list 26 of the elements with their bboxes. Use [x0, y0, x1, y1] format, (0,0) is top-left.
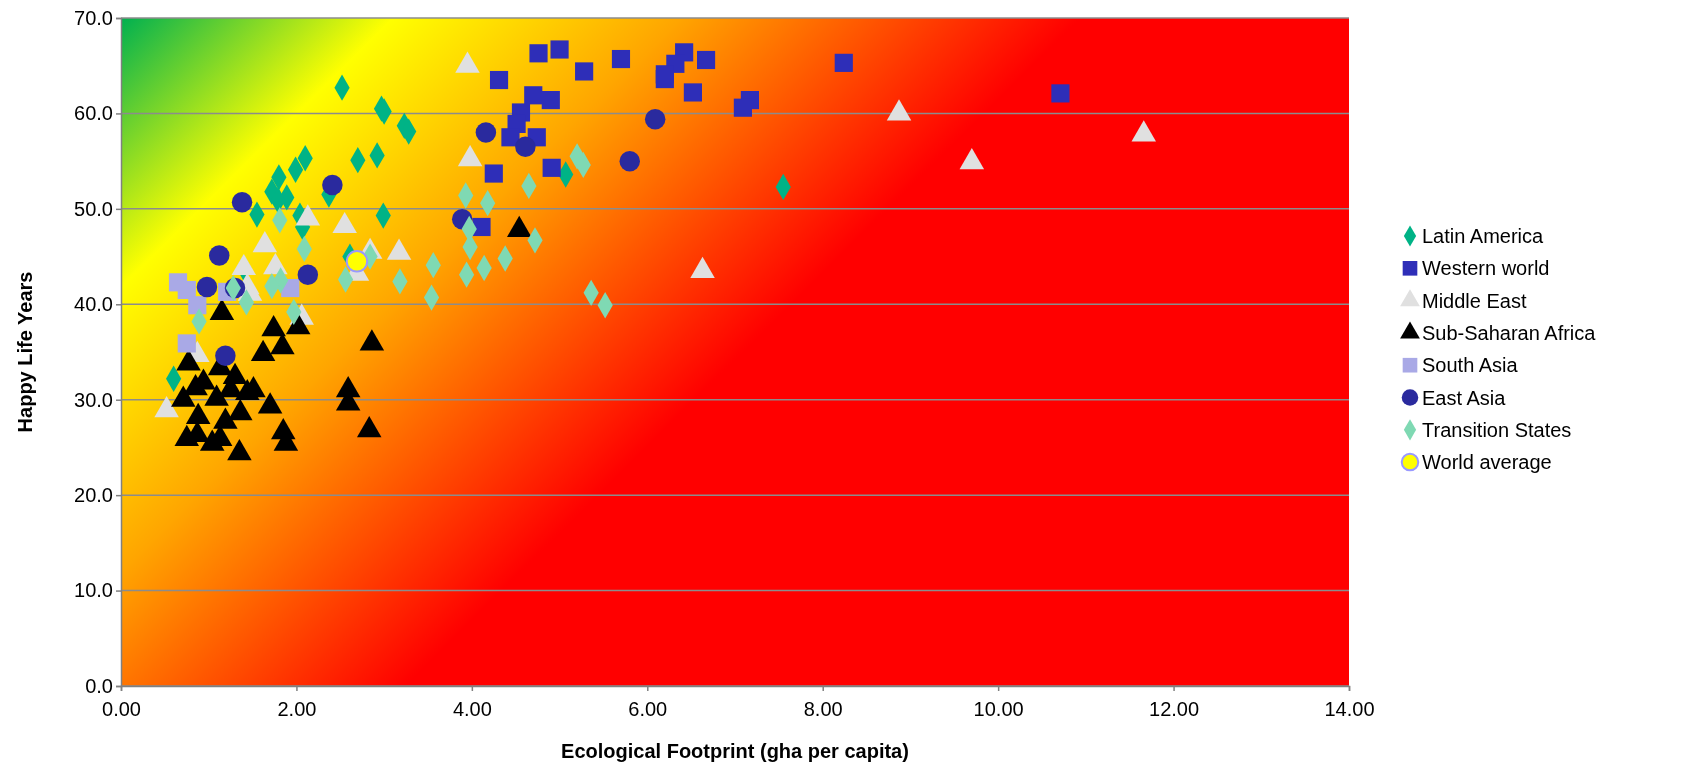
x-axis-title: Ecological Footprint (gha per capita): [561, 740, 909, 762]
x-tick-label: 2.00: [277, 698, 317, 720]
legend-label: Transition States: [1422, 418, 1572, 441]
legend-label: Sub-Saharan Africa: [1422, 321, 1597, 344]
legend-label: East Asia: [1422, 386, 1507, 409]
y-tick-label: 50.0: [74, 197, 113, 220]
legend-label: South Asia: [1422, 354, 1519, 377]
y-axis-title: Happy Life Years: [14, 271, 36, 433]
y-tick-label: 60.0: [74, 102, 113, 125]
legend-label: Middle East: [1422, 289, 1527, 312]
y-tick-label: 10.0: [74, 579, 113, 602]
x-tick-label: 6.00: [628, 698, 668, 720]
y-tick-label: 0.0: [85, 674, 113, 697]
x-tick-label: 8.00: [803, 698, 843, 720]
y-tick-label: 70.0: [74, 6, 113, 29]
y-tick-label: 30.0: [74, 388, 113, 411]
x-tick-label: 4.00: [452, 698, 492, 720]
legend-label: World average: [1422, 451, 1552, 474]
legend-label: Western world: [1422, 257, 1550, 280]
x-tick-label: 0.00: [102, 698, 141, 720]
x-tick-label: 12.00: [1149, 698, 1200, 720]
x-tick-label: 14.00: [1324, 698, 1375, 720]
x-tick-label: 10.00: [973, 698, 1024, 720]
y-tick-label: 20.0: [74, 484, 113, 507]
legend-label: Latin America: [1422, 225, 1545, 247]
y-tick-label: 40.0: [74, 293, 113, 316]
